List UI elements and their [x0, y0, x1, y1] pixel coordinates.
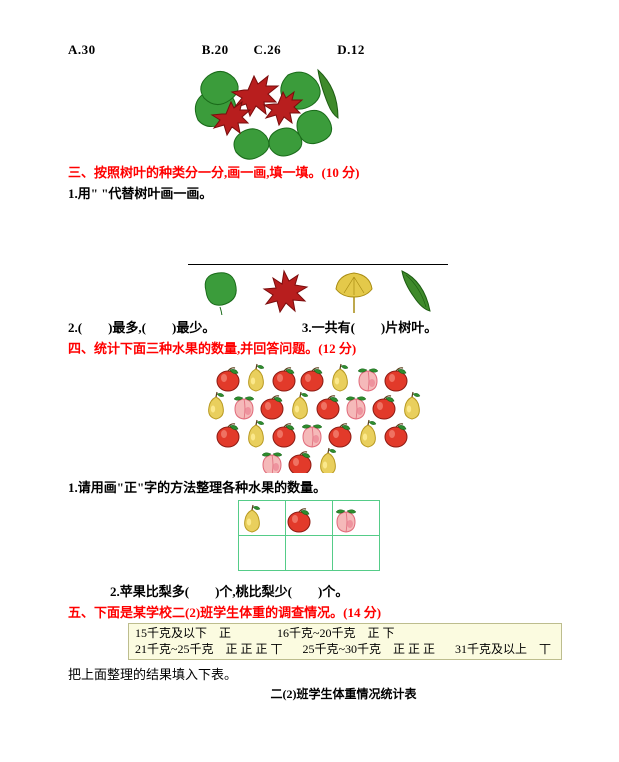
section5-title: 五、下面是某学校二(2)班学生体重的调查情况。(14 分): [68, 602, 579, 621]
tally-apple-cell: [286, 501, 333, 536]
opt-a: A.30: [68, 42, 198, 58]
q2-q3-line: 2.( )最多,( )最少。 3.一共有( )片树叶。: [68, 317, 579, 336]
opt-b: B.20: [202, 42, 250, 58]
opt-d: D.12: [337, 42, 365, 58]
wb-c3: 21千克~25千克 正 正 正 丅: [135, 642, 283, 656]
fruit-pile-image: [188, 363, 438, 473]
q3: 3.一共有( )片树叶。: [302, 320, 437, 335]
bottom2: 二(2)班学生体重情况统计表: [108, 685, 579, 702]
opt-c: C.26: [254, 42, 334, 58]
tally-pear-blank: [239, 536, 286, 571]
wb-c5: 31千克及以上 丅: [455, 642, 551, 656]
mc-options: A.30 B.20 C.26 D.12: [68, 42, 579, 58]
fruit-tally-table: [238, 500, 380, 571]
q2: 2.( )最多,( )最少。: [68, 320, 215, 335]
tally-peach-cell: [333, 501, 380, 536]
leaves-pile-image: [178, 60, 346, 160]
section4-q2: 2.苹果比梨多( )个,桃比梨少( )个。: [110, 581, 579, 600]
section4-title: 四、统计下面三种水果的数量,并回答问题。(12 分): [68, 338, 579, 357]
wb-c4: 25千克~30千克 正 正 正: [303, 642, 436, 656]
section3-title: 三、按照树叶的种类分一分,画一画,填一填。(10 分): [68, 162, 579, 181]
section4-q1: 1.请用画"正"字的方法整理各种水果的数量。: [68, 477, 579, 496]
section3-q1: 1.用" "代替树叶画一画。: [68, 183, 579, 202]
wb-c2: 16千克~20千克 正 下: [277, 626, 395, 640]
tally-peach-blank: [333, 536, 380, 571]
tally-apple-blank: [286, 536, 333, 571]
leaf-row-image: [188, 267, 448, 315]
weight-survey-box: 15千克及以下 正 16千克~20千克 正 下 21千克~25千克 正 正 正 …: [128, 623, 562, 660]
draw-underline: [188, 262, 448, 265]
tally-pear-cell: [239, 501, 286, 536]
wb-c1: 15千克及以下 正: [135, 626, 231, 640]
bottom1: 把上面整理的结果填入下表。: [68, 664, 579, 683]
